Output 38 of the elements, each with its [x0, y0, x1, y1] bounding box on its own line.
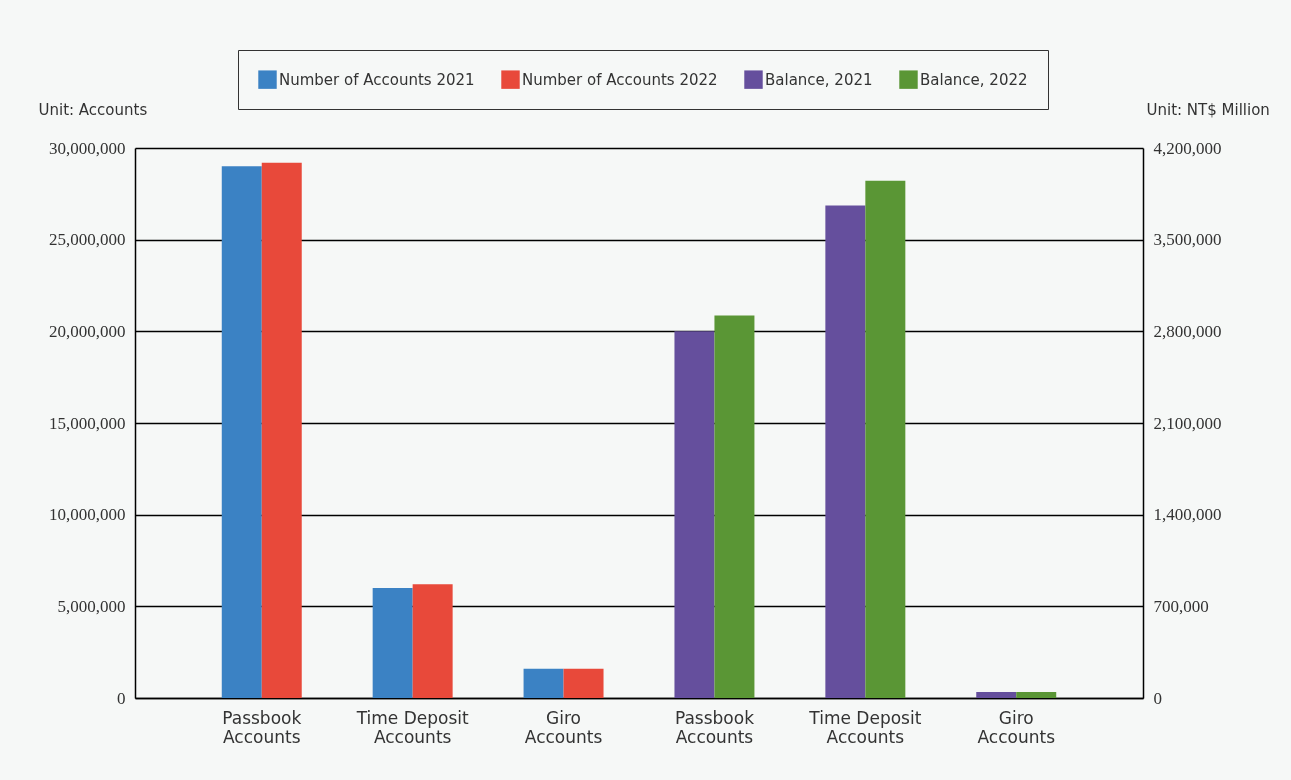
y2-tick-label: 700,000 — [1153, 596, 1209, 616]
y-tick-label: 30,000,000 — [49, 138, 126, 158]
y-tick-label: 15,000,000 — [49, 413, 126, 433]
bar — [674, 331, 715, 698]
bar — [976, 692, 1017, 698]
y2-axis-title: Unit: NT$ Million — [1146, 100, 1270, 119]
y-tick-label: 5,000,000 — [57, 596, 126, 616]
bar — [412, 584, 453, 698]
legend-label: Balance, 2021 — [765, 70, 873, 89]
bar — [221, 166, 262, 698]
y2-tick-label: 2,800,000 — [1153, 321, 1222, 341]
y-tick-label: 10,000,000 — [49, 505, 126, 525]
y2-tick-label: 4,200,000 — [1153, 138, 1222, 158]
bar — [523, 668, 564, 698]
y-tick-label: 20,000,000 — [49, 321, 126, 341]
bar — [261, 162, 302, 698]
y2-tick-label: 1,400,000 — [1153, 505, 1222, 525]
legend-label: Number of Accounts 2021 — [279, 70, 475, 89]
legend-label: Balance, 2022 — [920, 70, 1028, 89]
bar — [714, 315, 755, 698]
bar — [825, 205, 866, 698]
x-tick-label: Giro Accounts — [977, 707, 1056, 747]
x-tick-label: Time Deposit Accounts — [808, 707, 922, 747]
bar — [372, 588, 413, 698]
bar — [865, 180, 906, 698]
x-tick-label: Giro Accounts — [524, 707, 603, 747]
legend-label: Number of Accounts 2022 — [522, 70, 718, 89]
x-tick-label: Passbook Accounts — [674, 707, 755, 747]
y2-tick-label: 0 — [1153, 688, 1162, 708]
y-tick-label: 25,000,000 — [49, 230, 126, 250]
y2-tick-label: 3,500,000 — [1153, 230, 1222, 250]
bar — [563, 668, 604, 698]
x-tick-label: Passbook Accounts — [222, 707, 302, 747]
y2-tick-label: 2,100,000 — [1153, 413, 1222, 433]
y-tick-label: 0 — [117, 688, 126, 708]
x-tick-label: Time Deposit Accounts — [355, 707, 469, 747]
y-axis-title: Unit: Accounts — [38, 100, 148, 119]
bar — [1016, 692, 1057, 698]
